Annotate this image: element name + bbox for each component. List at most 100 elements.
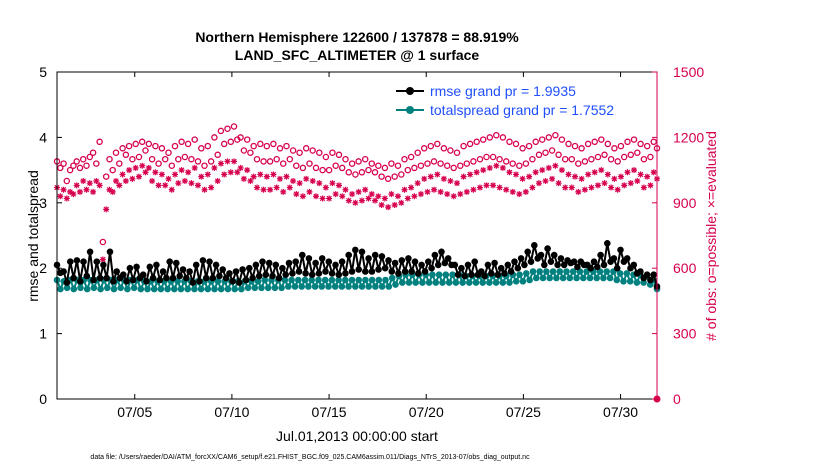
- data-point: [414, 149, 421, 156]
- data-point: [214, 151, 221, 159]
- data-point: [617, 246, 624, 254]
- data-point: [338, 164, 346, 172]
- left-y-tick-label: 1: [39, 326, 47, 342]
- data-point: [419, 279, 426, 286]
- data-point: [299, 193, 306, 200]
- data-point: [637, 268, 644, 275]
- data-point: [267, 186, 274, 193]
- data-point: [318, 283, 326, 290]
- data-point: [301, 276, 309, 284]
- data-point: [149, 274, 157, 282]
- data-point: [221, 171, 228, 178]
- data-point: [593, 274, 600, 282]
- data-point: [77, 284, 84, 292]
- data-point: [60, 160, 67, 167]
- data-point: [240, 175, 247, 182]
- data-point: [424, 188, 431, 195]
- data-point: [172, 171, 179, 178]
- data-point: [415, 270, 422, 277]
- legend: rmse grand pr = 1.9935 totalspread grand…: [392, 80, 650, 120]
- data-point: [361, 155, 369, 163]
- data-point: [399, 279, 406, 286]
- data-point: [570, 258, 578, 266]
- data-point: [511, 258, 518, 266]
- data-point: [125, 142, 133, 150]
- data-point: [321, 276, 329, 284]
- data-point: [296, 149, 303, 156]
- data-point: [401, 155, 408, 163]
- data-point: [385, 257, 392, 264]
- data-point: [463, 160, 471, 167]
- data-point: [57, 193, 64, 200]
- data-point: [113, 268, 120, 275]
- data-point: [285, 283, 292, 290]
- left-y-tick-label: 0: [39, 391, 47, 407]
- data-point: [318, 255, 326, 262]
- data-point: [541, 261, 548, 269]
- data-point: [452, 279, 460, 286]
- data-point: [637, 171, 644, 178]
- data-point: [67, 258, 74, 266]
- data-point: [306, 188, 313, 195]
- data-point: [80, 258, 87, 266]
- data-point: [328, 270, 336, 277]
- data-point: [447, 147, 454, 154]
- data-point: [519, 278, 527, 285]
- data-point: [610, 255, 618, 262]
- data-point: [332, 191, 339, 198]
- data-point: [247, 149, 254, 156]
- data-point: [516, 271, 523, 279]
- data-point: [109, 188, 116, 195]
- left-y-tick-label: 3: [39, 195, 47, 211]
- data-point: [249, 274, 256, 282]
- data-point: [96, 182, 103, 189]
- data-point: [536, 268, 543, 275]
- data-point: [126, 264, 134, 272]
- data-point: [499, 164, 506, 171]
- data-point: [578, 145, 585, 152]
- data-point: [237, 134, 244, 141]
- data-point: [175, 155, 182, 163]
- data-point: [365, 195, 372, 202]
- data-point: [563, 268, 570, 275]
- data-point: [432, 279, 440, 286]
- data-point: [467, 171, 474, 178]
- data-point: [561, 155, 569, 163]
- data-point: [332, 261, 339, 269]
- data-point: [476, 155, 484, 163]
- data-point: [643, 271, 651, 279]
- data-point: [611, 145, 618, 152]
- data-point: [106, 155, 113, 163]
- data-point: [450, 164, 457, 172]
- data-point: [155, 160, 162, 167]
- data-point: [616, 270, 624, 277]
- data-point: [565, 140, 572, 148]
- data-point: [93, 178, 100, 184]
- data-point: [179, 266, 187, 273]
- x-axis: 07/05 07/10 07/15 07/20 07/25 07/30: [117, 72, 638, 420]
- data-point: [345, 169, 353, 176]
- data-point: [355, 188, 362, 195]
- data-point: [166, 258, 173, 266]
- data-point: [130, 284, 138, 292]
- data-point: [578, 175, 585, 182]
- data-point: [420, 145, 428, 152]
- data-point: [234, 169, 241, 176]
- data-point: [226, 270, 233, 277]
- data-point: [548, 147, 556, 154]
- data-point: [440, 145, 448, 152]
- data-point: [527, 258, 535, 266]
- data-point: [273, 184, 280, 191]
- data-point: [202, 274, 210, 282]
- data-point: [607, 155, 615, 163]
- data-point: [252, 261, 260, 269]
- data-point: [332, 162, 339, 169]
- data-point: [271, 284, 279, 292]
- data-point: [496, 184, 503, 191]
- data-point: [504, 261, 512, 269]
- data-point: [217, 285, 225, 293]
- data-point: [103, 274, 110, 282]
- data-point: [647, 182, 654, 189]
- data-point: [620, 153, 628, 161]
